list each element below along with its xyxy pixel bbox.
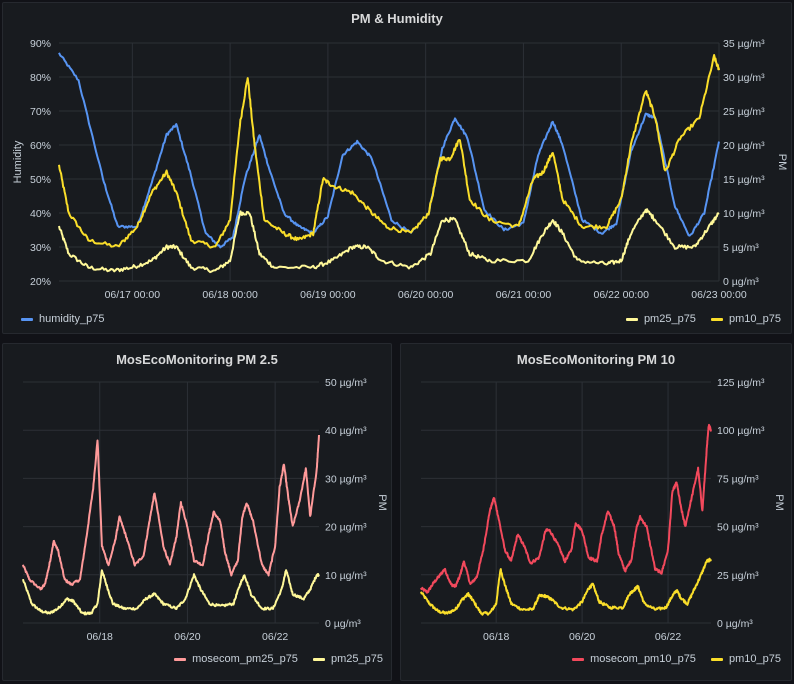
x-tick-label: 06/23 00:00 <box>691 289 747 301</box>
legend-right: pm25_p75 pm10_p75 <box>614 313 781 325</box>
legend-label: mosecom_pm25_p75 <box>192 653 298 665</box>
x-tick-label: 06/22 00:00 <box>593 289 649 301</box>
x-tick-label: 06/20 00:00 <box>398 289 454 301</box>
legend-swatch <box>711 317 723 321</box>
legend-swatch <box>174 657 187 661</box>
legend-swatch <box>21 317 33 321</box>
y-axis-label: PM <box>773 494 785 511</box>
mosecom-pm25-panel: MosEcoMonitoring PM 2.5 0 µg/m³ 10 µg/m³ 2… <box>2 343 392 681</box>
legend-item-pm25[interactable]: pm25_p75 <box>625 313 696 325</box>
x-tick-label: 06/22 <box>655 631 681 643</box>
y-tick-label: 25 µg/m³ <box>717 570 759 582</box>
legend-swatch <box>711 657 723 661</box>
y2-tick-label: 20 µg/m³ <box>723 140 765 152</box>
y-tick-label: 75 µg/m³ <box>717 473 759 485</box>
x-tick-label: 06/20 <box>569 631 595 643</box>
y-tick-label: 10 µg/m³ <box>325 570 367 582</box>
series-line-humidity_p75 <box>58 52 720 249</box>
mosecom-pm10-chart: 0 µg/m³ 25 µg/m³ 50 µg/m³ 75 µg/m³ 100 µg/m³… <box>420 377 785 643</box>
y-tick-label: 60% <box>30 140 51 152</box>
pm-humidity-chart: 20% 30% 40% 50% 60% 70% 80% 90% 0 µg/m³ 5 µg/m³ 10… <box>12 38 788 301</box>
y-tick-label: 0 µg/m³ <box>325 618 361 630</box>
legend-label: humidity_p75 <box>39 313 105 325</box>
mosecom-pm25-chart: 0 µg/m³ 10 µg/m³ 20 µg/m³ 30 µg/m³ 40 µg/m³ 5… <box>22 377 388 643</box>
x-tick-label: 06/18 00:00 <box>202 289 258 301</box>
x-tick-label: 06/22 <box>262 631 288 643</box>
legend-item-pm25[interactable]: pm25_p75 <box>313 653 383 665</box>
y-tick-label: 20% <box>30 276 51 288</box>
x-tick-label: 06/19 00:00 <box>300 289 356 301</box>
y-tick-label: 90% <box>30 38 51 50</box>
y-tick-label: 0 µg/m³ <box>717 618 753 630</box>
y-tick-label: 40% <box>30 208 51 220</box>
y-tick-label: 40 µg/m³ <box>325 425 367 437</box>
y2-tick-label: 25 µg/m³ <box>723 106 765 118</box>
legend-label: pm25_p75 <box>643 313 696 325</box>
y-tick-label: 100 µg/m³ <box>717 425 765 437</box>
series-line-mosecom_pm25_p75 <box>22 434 320 591</box>
legend-item-humidity[interactable]: humidity_p75 <box>21 313 104 325</box>
y-tick-label: 125 µg/m³ <box>717 377 765 389</box>
x-tick-label: 06/21 00:00 <box>496 289 552 301</box>
mosecom-pm10-panel: MosEcoMonitoring PM 10 0 µg/m³ 25 µg/m³ 50… <box>400 343 792 681</box>
series-line-pm25_p75 <box>58 208 720 274</box>
y2-axis-label: PM <box>776 154 788 171</box>
y-axis-label: Humidity <box>12 140 24 183</box>
y-tick-label: 80% <box>30 72 51 84</box>
legend-item-pm10[interactable]: pm10_p75 <box>711 313 781 325</box>
legend-label: mosecom_pm10_p75 <box>590 653 696 665</box>
y2-tick-label: 0 µg/m³ <box>723 276 759 288</box>
series-line-mosecom_pm10_p75 <box>420 423 712 594</box>
legend-item-mosecom-pm10[interactable]: mosecom_pm10_p75 <box>572 653 696 665</box>
y2-tick-label: 15 µg/m³ <box>723 174 765 186</box>
y2-tick-label: 35 µg/m³ <box>723 38 765 50</box>
panel-title[interactable]: MosEcoMonitoring PM 10 <box>516 352 676 367</box>
panel-title[interactable]: MosEcoMonitoring PM 2.5 <box>116 352 278 367</box>
legend-label: pm10_p75 <box>729 653 781 665</box>
pm-humidity-panel: PM & Humidity 20% 30% 40% 50% 60% 70% 80% 90% 0 … <box>2 2 792 334</box>
x-tick-label: 06/20 <box>174 631 200 643</box>
series-line-pm10_p75 <box>420 557 712 616</box>
x-tick-label: 06/17 00:00 <box>105 289 161 301</box>
legend: mosecom_pm25_p75 pm25_p75 <box>162 653 383 665</box>
y-tick-label: 50% <box>30 174 51 186</box>
legend-item-mosecom-pm25[interactable]: mosecom_pm25_p75 <box>174 653 298 665</box>
y-tick-label: 30 µg/m³ <box>325 473 367 485</box>
y-axis-label: PM <box>376 494 388 511</box>
legend-swatch <box>625 317 638 321</box>
y2-tick-label: 10 µg/m³ <box>723 208 765 220</box>
series-line-pm25_p75 <box>22 569 320 616</box>
panel-title[interactable]: PM & Humidity <box>351 11 443 26</box>
x-tick-label: 06/18 <box>483 631 509 643</box>
legend-item-pm10[interactable]: pm10_p75 <box>711 653 781 665</box>
y-tick-label: 50 µg/m³ <box>325 377 367 389</box>
y-tick-label: 30% <box>30 242 51 254</box>
y2-tick-label: 30 µg/m³ <box>723 72 765 84</box>
legend: mosecom_pm10_p75 pm10_p75 <box>560 653 781 665</box>
legend-swatch <box>572 657 585 661</box>
legend-label: pm10_p75 <box>729 313 781 325</box>
y2-tick-label: 5 µg/m³ <box>723 242 759 254</box>
legend-left: humidity_p75 <box>21 313 104 325</box>
series-line-pm10_p75 <box>58 54 720 249</box>
y-tick-label: 70% <box>30 106 51 118</box>
legend-label: pm25_p75 <box>331 653 383 665</box>
y-tick-label: 50 µg/m³ <box>717 522 759 534</box>
y-tick-label: 20 µg/m³ <box>325 522 367 534</box>
legend-swatch <box>313 657 325 661</box>
x-tick-label: 06/18 <box>87 631 113 643</box>
